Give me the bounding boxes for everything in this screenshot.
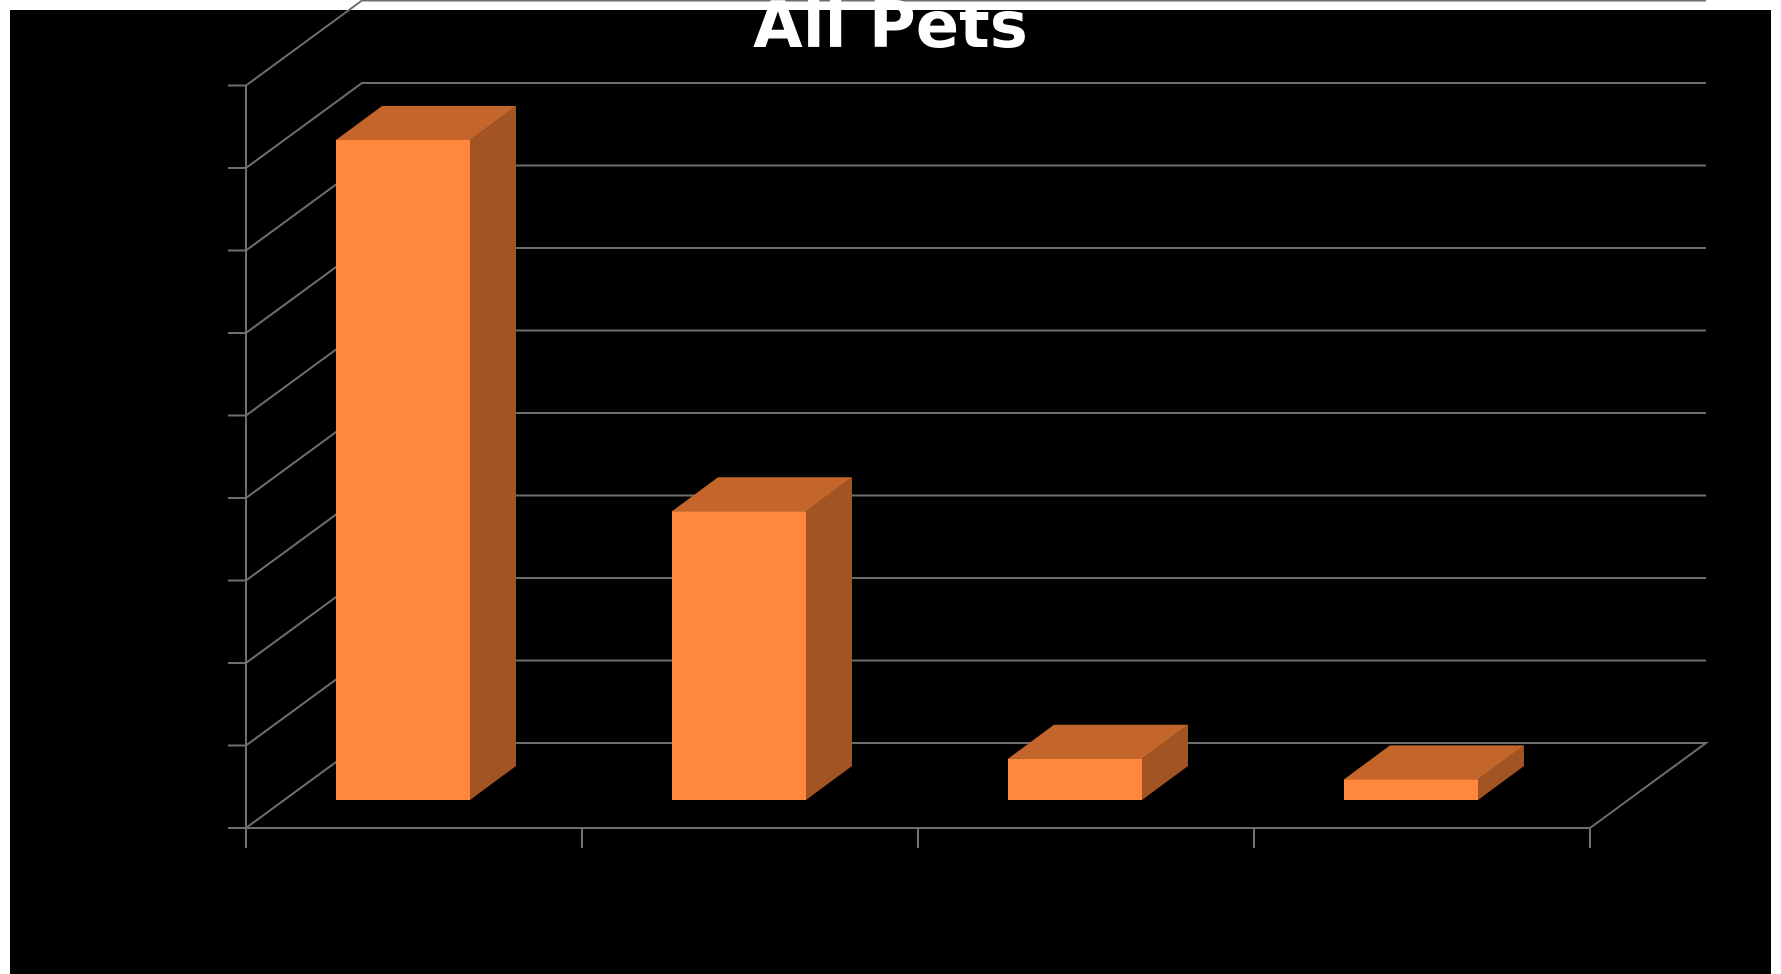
bar: [1008, 724, 1188, 800]
chart-background: [10, 10, 1771, 974]
bar-top: [1344, 745, 1524, 780]
gridline: [245, 0, 1706, 87]
bar-front: [1008, 758, 1142, 800]
bar: [336, 106, 516, 800]
bar-side: [1142, 724, 1188, 800]
bar-side: [470, 106, 516, 800]
bar-top: [672, 477, 852, 512]
bar: [672, 477, 852, 800]
bar-top: [336, 106, 516, 140]
chart-title: All Pets: [753, 0, 1028, 63]
gridline: [245, 82, 1706, 169]
bar-side: [1478, 745, 1524, 800]
bar: [1344, 745, 1524, 800]
bar-top: [1008, 724, 1188, 759]
bar-front: [1344, 779, 1478, 800]
bar-front: [672, 511, 806, 800]
bar-side: [806, 477, 852, 800]
bars: [336, 106, 1524, 800]
bar-front: [336, 140, 470, 800]
